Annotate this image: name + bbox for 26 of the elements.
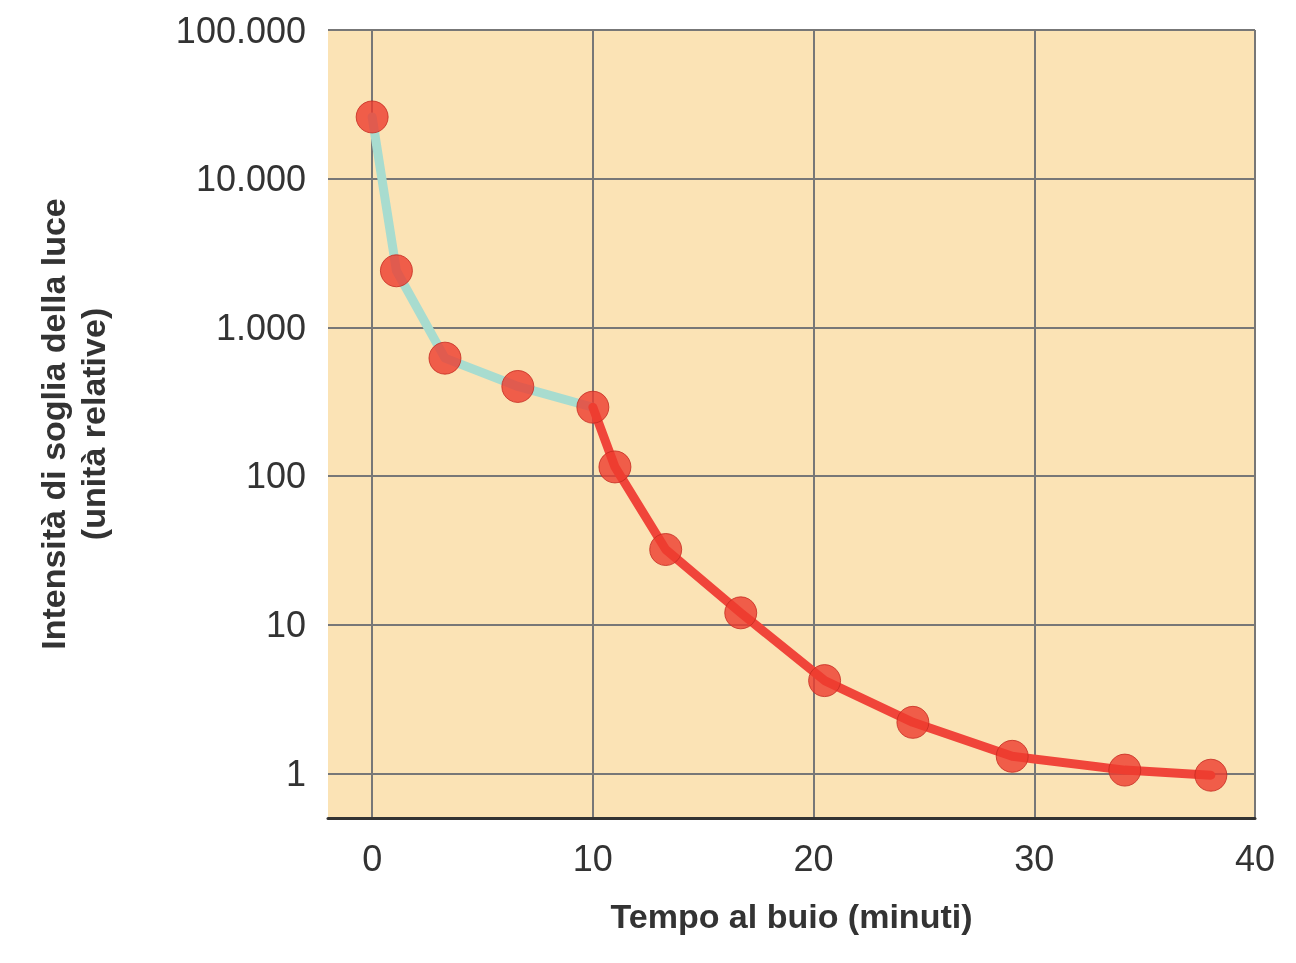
x-tick-label: 0 (362, 837, 383, 879)
point (598, 450, 632, 484)
y-tick-label: 10 (265, 604, 306, 646)
point (724, 596, 758, 630)
point (379, 254, 413, 288)
x-axis-title: Tempo al buio (minuti) (610, 897, 973, 935)
point (808, 664, 842, 698)
point (896, 705, 930, 739)
y-tick-label: 10.000 (195, 158, 306, 200)
y-tick-label: 1.000 (215, 306, 306, 348)
y-tick-label: 1 (285, 752, 306, 794)
x-tick-label: 10 (572, 837, 613, 879)
y-axis-title: Intensità di soglia della luce (unità relative) (34, 198, 112, 650)
point (355, 100, 389, 134)
point (1108, 753, 1142, 787)
point (576, 390, 610, 424)
x-tick-label: 40 (1234, 837, 1276, 879)
x-tick-label: 30 (1014, 837, 1055, 879)
point (428, 341, 462, 375)
point (649, 533, 683, 566)
y-tick-label: 100 (245, 455, 306, 497)
point (1194, 758, 1228, 792)
point (501, 369, 535, 403)
y-tick-label: 100.000 (175, 9, 306, 51)
point (995, 739, 1029, 773)
x-tick-label: 20 (793, 837, 834, 879)
